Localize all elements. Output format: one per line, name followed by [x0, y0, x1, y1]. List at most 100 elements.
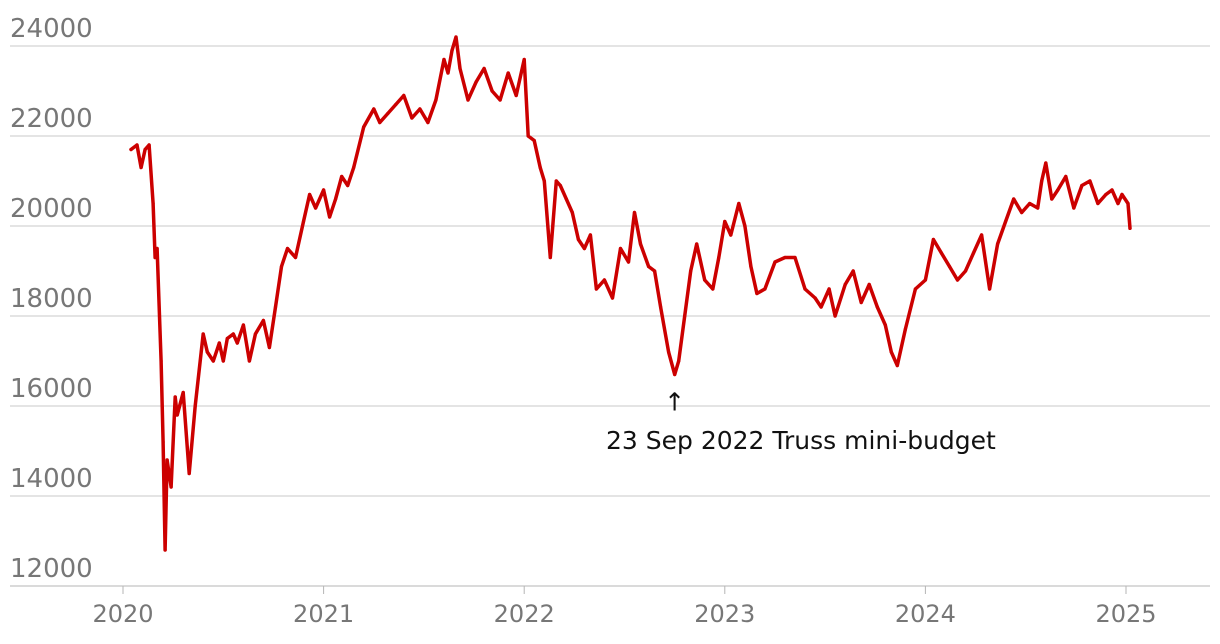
data-point	[1064, 174, 1068, 179]
data-point	[340, 174, 344, 179]
data-point	[159, 359, 163, 363]
data-point	[1020, 210, 1024, 215]
data-point	[653, 269, 657, 273]
data-point	[955, 278, 960, 282]
data-point	[783, 255, 787, 260]
data-point	[293, 255, 298, 260]
data-point	[129, 147, 133, 152]
data-point	[996, 242, 1000, 246]
data-point	[386, 111, 390, 116]
y-tick-label: 20000	[10, 194, 93, 224]
data-point	[261, 318, 265, 323]
data-point	[889, 350, 893, 354]
data-point	[542, 179, 546, 183]
data-point	[632, 210, 637, 215]
data-point	[803, 287, 807, 291]
data-point	[147, 143, 151, 147]
data-point	[450, 48, 454, 53]
data-point	[1128, 226, 1132, 230]
data-point	[490, 89, 494, 93]
y-tick-label: 14000	[10, 464, 93, 494]
data-point	[394, 102, 398, 107]
data-point	[346, 183, 350, 188]
data-point	[506, 71, 510, 75]
x-tick-label: 2024	[895, 600, 956, 628]
series-layer	[129, 35, 1132, 552]
data-point	[538, 165, 542, 170]
y-tick-label: 12000	[10, 554, 93, 584]
data-point	[859, 300, 863, 305]
data-point	[135, 143, 139, 147]
data-point	[576, 237, 581, 242]
data-point	[442, 57, 446, 62]
data-point	[1116, 201, 1120, 206]
data-point	[161, 440, 165, 444]
data-point	[426, 120, 430, 125]
data-point	[458, 66, 462, 71]
data-point	[205, 350, 209, 354]
data-point	[903, 327, 907, 332]
data-point	[169, 485, 173, 489]
data-point	[1096, 201, 1100, 206]
data-point	[482, 66, 486, 71]
data-point	[285, 246, 290, 251]
data-point	[446, 71, 450, 75]
data-point	[1072, 206, 1076, 210]
data-point	[139, 165, 143, 170]
data-point	[173, 395, 177, 399]
data-point	[532, 138, 536, 143]
data-point	[867, 282, 871, 287]
data-point	[1110, 188, 1114, 192]
y-tick-label: 18000	[10, 284, 93, 314]
data-point	[717, 255, 721, 260]
data-point	[328, 215, 332, 219]
data-point	[1028, 201, 1032, 206]
data-point	[187, 471, 191, 476]
data-point	[1040, 179, 1044, 183]
data-point	[875, 305, 879, 309]
data-point	[677, 359, 681, 363]
data-point	[231, 332, 235, 336]
data-point	[165, 458, 169, 462]
data-point	[253, 332, 257, 336]
x-axis-ticks: 2020 2021 2022 2023 2024 2025	[92, 586, 1157, 628]
data-point	[1050, 197, 1054, 201]
data-point	[843, 282, 847, 287]
data-point	[235, 341, 239, 345]
data-point	[647, 264, 651, 269]
data-point	[588, 233, 593, 237]
data-point	[241, 323, 245, 327]
data-point	[638, 242, 643, 246]
data-point	[247, 359, 251, 363]
data-point	[217, 341, 221, 345]
data-point	[793, 255, 797, 260]
data-point	[175, 413, 179, 417]
data-point	[322, 188, 326, 192]
annotation: ↑ 23 Sep 2022 Truss mini-budget	[606, 388, 996, 456]
data-point	[923, 278, 928, 282]
data-point	[301, 219, 306, 224]
data-point	[737, 201, 741, 206]
data-point	[181, 390, 185, 395]
data-point	[1036, 206, 1040, 210]
data-point	[773, 260, 777, 264]
data-point	[594, 287, 599, 291]
data-point	[743, 224, 747, 228]
data-point	[378, 120, 382, 125]
data-point	[755, 291, 759, 296]
data-point	[352, 165, 356, 170]
data-point	[362, 125, 366, 129]
data-point	[667, 350, 671, 354]
data-point	[410, 116, 414, 120]
data-point	[813, 296, 817, 300]
data-point	[913, 287, 918, 291]
data-point	[939, 251, 944, 255]
data-point	[163, 548, 167, 552]
data-point	[372, 107, 376, 111]
data-point	[1104, 192, 1108, 197]
data-point	[1080, 183, 1084, 188]
data-point	[971, 251, 976, 255]
y-tick-label: 22000	[10, 104, 93, 134]
data-point	[308, 192, 312, 197]
